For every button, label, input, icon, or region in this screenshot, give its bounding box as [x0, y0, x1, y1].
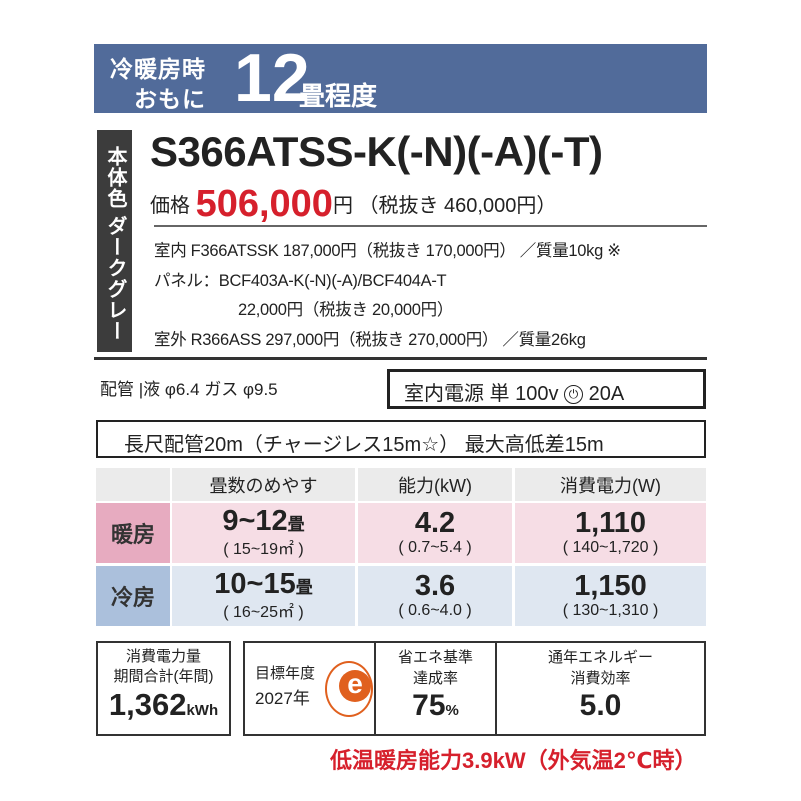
header-line2: おもに — [134, 86, 206, 112]
annual-consumption-box: 消費電力量 期間合計(年間) 1,362kWh — [96, 641, 231, 736]
e-mark-icon: e — [339, 670, 371, 702]
table-cell: 3.6( 0.6~4.0 ) — [358, 566, 512, 626]
price-tax-excl: （税抜き 460,000円） — [358, 195, 557, 217]
table-cell: 1,150( 130~1,310 ) — [515, 566, 706, 626]
price-yen: 円 — [332, 195, 353, 217]
area-range: ( 16~25㎡ ) — [223, 604, 304, 621]
table-corner — [96, 468, 170, 501]
piping-spec: 配管 |液 φ6.4 ガス φ9.5 — [100, 380, 278, 399]
power-consumption: 1,150 — [574, 570, 647, 602]
table-header: 消費電力(W) — [515, 468, 706, 501]
long-piping-box: 長尺配管20m（チャージレス15m☆） 最大高低差15m — [96, 420, 706, 458]
achievement-label-2: 達成率 — [412, 670, 458, 687]
table-cell: 9~12畳 ( 15~19㎡ ) — [172, 503, 355, 563]
divider — [94, 357, 707, 360]
annual-label: 消費電力量 — [125, 648, 201, 665]
capacity-range: ( 0.6~4.0 ) — [398, 602, 472, 619]
annual-unit: kWh — [186, 702, 219, 719]
apf-label: 通年エネルギー — [547, 649, 653, 666]
power-label: 室内電源 単 100v — [404, 383, 559, 405]
capacity: 3.6 — [414, 570, 456, 602]
annual-value: 1,362 — [108, 687, 187, 722]
apf-label-2: 消費効率 — [570, 670, 631, 687]
power-range: ( 130~1,310 ) — [562, 602, 659, 619]
tatami-unit: 畳 — [287, 515, 305, 534]
price-line: 価格 506,000円 （税抜き 460,000円） — [150, 183, 556, 226]
tatami-range: 9~12 — [222, 505, 288, 537]
divider — [154, 225, 707, 227]
body-color-label: 本体色 ダークグレー — [97, 130, 132, 352]
achievement-label: 省エネ基準 — [397, 649, 473, 666]
annual-label-2: 期間合計(年間) — [113, 668, 214, 685]
divider — [495, 643, 497, 734]
achievement-value: 75 — [412, 689, 446, 722]
indoor-unit: 室内 F366ATSSK 187,000円（税抜き 170,000円） ／質量1… — [154, 242, 621, 260]
energy-logo: e — [325, 661, 373, 717]
model-number: S366ATSS-K(-N)(-A)(-T) — [150, 128, 603, 175]
apf-cell: 通年エネルギー 消費効率 5.0 — [497, 647, 704, 723]
capacity: 4.2 — [414, 507, 456, 539]
power-consumption: 1,110 — [575, 507, 646, 539]
energy-standard-box: 目標年度 2027年 e 省エネ基準 達成率 75% 通年エネルギー 消費効率 … — [243, 641, 706, 736]
table-cell: 10~15畳 ( 16~25㎡ ) — [172, 566, 355, 626]
divider — [374, 643, 376, 734]
table-header: 畳数のめやす — [172, 468, 355, 501]
table-cell: 4.2( 0.7~5.4 ) — [358, 503, 512, 563]
target-year-value: 2027年 — [255, 689, 310, 708]
tatami-range: 10~15 — [214, 568, 296, 600]
area-range: ( 15~19㎡ ) — [223, 541, 304, 558]
target-label: 目標年度 — [255, 665, 316, 682]
tatami-unit: 畳 — [295, 578, 313, 597]
target-year: 目標年度 2027年 — [255, 663, 315, 709]
table-header: 能力(kW) — [358, 468, 512, 501]
power-supply-box: 室内電源 単 100v ⏻ 20A — [387, 369, 706, 409]
plug-icon: ⏻ — [564, 385, 584, 404]
low-temp-heating-note: 低温暖房能力3.9kW（外気温2℃時） — [330, 748, 697, 773]
capacity-range: ( 0.7~5.4 ) — [398, 539, 472, 556]
tatami-number: 12 — [234, 40, 310, 116]
header-line1: 冷暖房時 — [110, 56, 206, 82]
price-value: 506,000 — [195, 183, 333, 225]
table-cell: 1,110( 140~1,720 ) — [515, 503, 706, 563]
power-range: ( 140~1,720 ) — [562, 539, 659, 556]
achievement-cell: 省エネ基準 達成率 75% — [376, 647, 495, 728]
achievement-unit: % — [445, 702, 459, 719]
outdoor-unit: 室外 R366ASS 297,000円（税抜き 270,000円） ／質量26k… — [154, 331, 586, 349]
power-amp: 20A — [588, 383, 625, 405]
row-label-heating: 暖房 — [96, 503, 170, 563]
price-label: 価格 — [150, 195, 190, 217]
tatami-unit: 畳程度 — [299, 81, 378, 111]
panel-price: 22,000円（税抜き 20,000円） — [238, 301, 454, 319]
panel: パネル：BCF403A-K(-N)(-A)/BCF404A-T — [154, 272, 447, 290]
apf-value: 5.0 — [579, 689, 622, 722]
row-label-cooling: 冷房 — [96, 566, 170, 626]
header-banner: 冷暖房時 おもに 12 畳程度 — [94, 40, 707, 116]
